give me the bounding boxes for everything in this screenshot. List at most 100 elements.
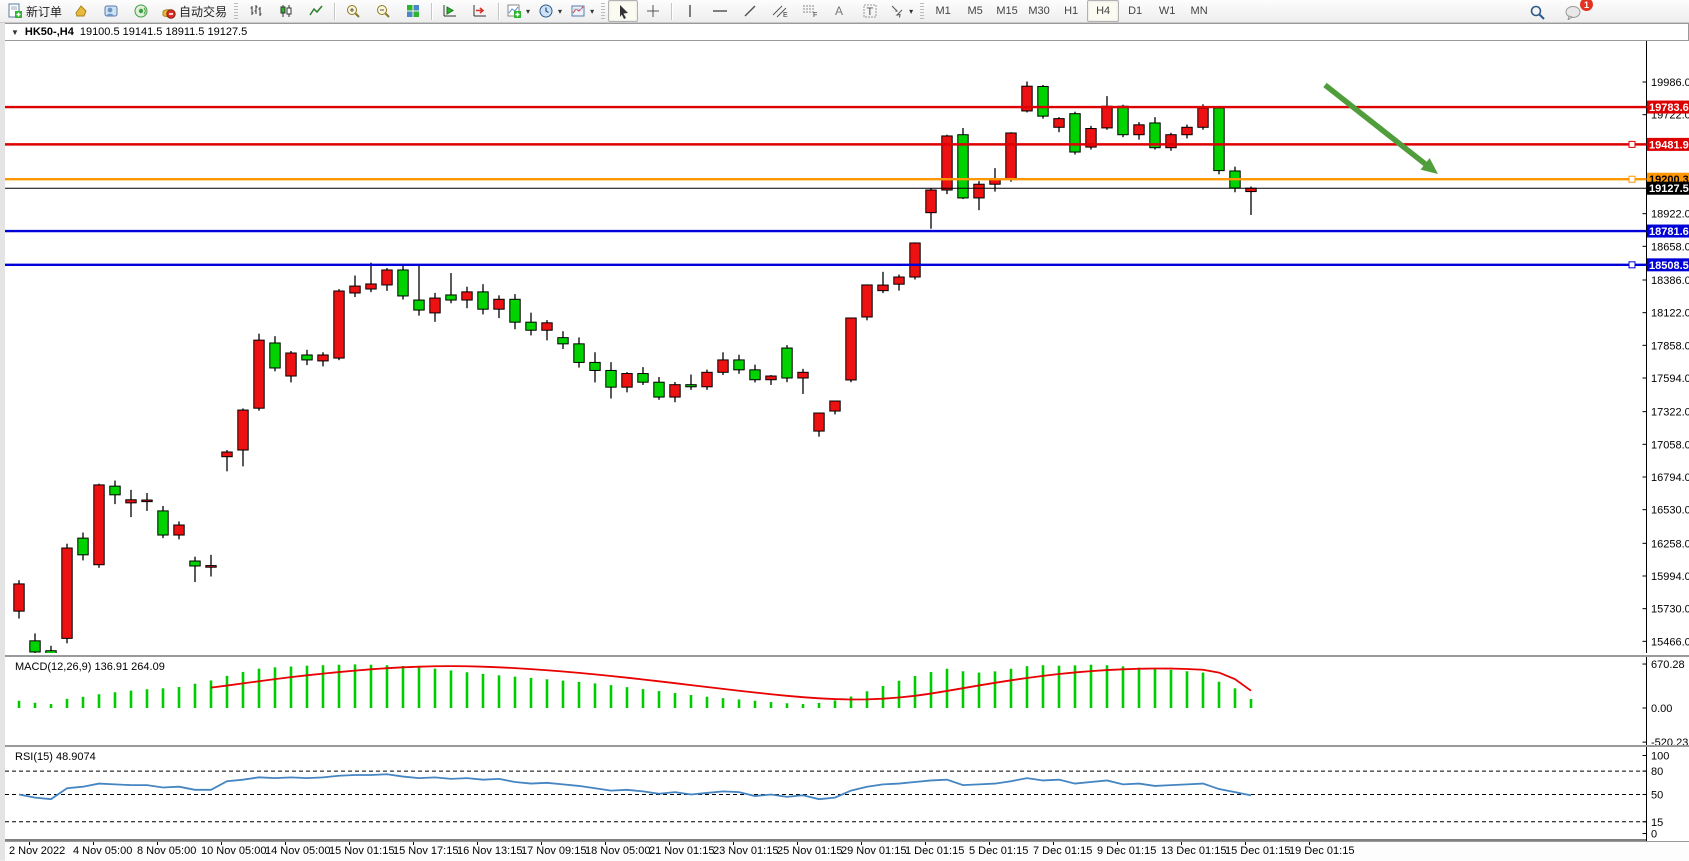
line-chart-button[interactable]	[301, 0, 331, 22]
trendline-tool-button[interactable]	[735, 0, 765, 22]
price-chart-canvas[interactable]: 19986.019722.018922.018658.018386.018122…	[5, 41, 1689, 653]
time-tick	[29, 842, 30, 845]
price-tick-label: 19986.0	[1651, 77, 1689, 89]
chart-ohlc-values: 19100.5 19141.5 18911.5 19127.5	[79, 26, 248, 38]
candlestick-chart-button[interactable]	[271, 0, 301, 22]
candle	[173, 524, 185, 536]
periods-button[interactable]: ▾	[534, 0, 566, 22]
cursor-tool-button[interactable]	[608, 0, 639, 22]
rsi-tick-label: 0	[1651, 829, 1657, 841]
candle	[1181, 126, 1193, 136]
rsi-canvas[interactable]: 100 80 50 150 RSI(15) 48.9074	[5, 747, 1689, 841]
chart-title-bar[interactable]: ▼ HK50-,H4 19100.5 19141.5 18911.5 19127…	[5, 23, 1689, 41]
candle	[333, 290, 345, 359]
templates-button[interactable]: ▾	[566, 0, 598, 22]
candle	[77, 537, 89, 556]
candle	[557, 337, 569, 345]
time-label: 13 Dec 01:15	[1161, 845, 1227, 857]
horizontal-line-icon	[713, 10, 728, 12]
time-tick	[1053, 842, 1054, 845]
macd-tick-label: -520.23	[1651, 737, 1688, 745]
alerts-button[interactable]	[126, 0, 156, 22]
zoom-out-icon	[377, 5, 390, 18]
candle	[221, 451, 233, 458]
horizontal-line-tool-button[interactable]	[705, 0, 735, 22]
candle	[61, 547, 73, 639]
notifications-button[interactable]: 1	[1558, 0, 1593, 23]
timeframe-W1[interactable]: W1	[1158, 5, 1176, 17]
macd-panel[interactable]: 670.28 0.00 -520.23 MACD(12,26,9) 136.91 26…	[5, 655, 1689, 745]
market-watch-button[interactable]	[66, 0, 96, 22]
auto-scroll-button[interactable]	[435, 0, 465, 22]
tile-windows-button[interactable]	[398, 0, 428, 22]
candle	[109, 485, 121, 496]
periods-clock-icon	[539, 4, 553, 18]
rsi-panel[interactable]: 100 80 50 15 0 RSI(15) 48.9074	[5, 745, 1689, 841]
new-order-button[interactable]: 新订单	[3, 0, 66, 22]
time-label: 21 Nov 01:15	[649, 845, 715, 857]
time-label: 1 Dec 01:15	[905, 845, 965, 857]
dropdown-caret-icon: ▾	[558, 6, 563, 16]
chart-shift-button[interactable]	[465, 0, 495, 22]
candle	[125, 499, 137, 504]
timeframe-MN[interactable]: MN	[1190, 5, 1208, 17]
time-tick	[93, 842, 94, 845]
bar-chart-button[interactable]	[241, 0, 271, 22]
annotation-arrow	[1323, 82, 1428, 167]
market-watch-icon	[75, 5, 87, 17]
rsi-tick-label: 100	[1651, 751, 1669, 763]
timeframe-M15[interactable]: M15	[996, 5, 1018, 17]
dropdown-caret-icon: ▾	[590, 6, 595, 16]
timeframe-H1[interactable]: H1	[1064, 5, 1079, 17]
toolbar-grip	[601, 3, 606, 19]
candle	[1005, 132, 1017, 180]
label-tool-button[interactable]: T	[855, 0, 885, 22]
time-label: 2 Nov 2022	[9, 845, 66, 857]
zoom-in-button[interactable]	[338, 0, 368, 22]
toolbar-separator	[334, 2, 336, 20]
candle	[925, 189, 937, 214]
candle	[1117, 105, 1129, 136]
candle	[829, 400, 841, 412]
candle	[845, 317, 857, 381]
price-chart-panel[interactable]: 19986.0 19722.0 18922.0 18658.0 18386.0 18122…	[5, 41, 1689, 653]
candlestick-chart-icon	[280, 5, 292, 17]
text-tool-button[interactable]: A	[825, 0, 855, 22]
time-label: 10 Nov 05:00	[201, 845, 267, 857]
crosshair-icon	[647, 5, 660, 17]
timeframe-M30[interactable]: M30	[1028, 5, 1050, 17]
candle	[461, 291, 473, 301]
crosshair-tool-button[interactable]	[638, 0, 668, 22]
arrows-tool-button[interactable]: ▾	[885, 0, 917, 22]
price-tick-label: 16530.0	[1651, 505, 1689, 517]
zoom-out-button[interactable]	[368, 0, 398, 22]
candle	[317, 354, 329, 362]
timeframe-H4[interactable]: H4	[1087, 0, 1120, 22]
price-badge-value: 18508.5	[1649, 260, 1689, 272]
search-button[interactable]	[1522, 1, 1552, 23]
collapse-arrow-icon[interactable]: ▼	[11, 27, 19, 37]
svg-text:T: T	[867, 6, 874, 18]
time-label: 17 Nov 09:15	[521, 845, 587, 857]
vertical-line-tool-button[interactable]	[675, 0, 705, 22]
fibonacci-icon: F	[803, 5, 817, 19]
candle	[685, 384, 697, 388]
candle	[429, 297, 441, 314]
timeframe-D1[interactable]: D1	[1128, 5, 1143, 17]
time-tick	[413, 842, 414, 845]
auto-trading-button[interactable]: 自动交易	[156, 0, 231, 22]
price-badge-value: 19783.6	[1649, 102, 1689, 114]
auto-trading-label: 自动交易	[179, 4, 228, 19]
timeframe-M1[interactable]: M1	[935, 5, 951, 17]
channel-tool-button[interactable]: E	[765, 0, 795, 22]
candle	[253, 339, 265, 409]
candle	[205, 565, 217, 568]
time-axis[interactable]: 2 Nov 2022 4 Nov 05:00 8 Nov 05:00 10 Nov 0…	[5, 841, 1689, 861]
data-window-button[interactable]	[96, 0, 126, 22]
timeframe-M5[interactable]: M5	[967, 5, 983, 17]
macd-canvas[interactable]: 670.28 0.00 -520.23 MACD(12,26,9) 136.91 26…	[5, 657, 1689, 745]
candle	[605, 369, 617, 388]
fibonacci-tool-button[interactable]: F	[795, 0, 825, 22]
indicators-button[interactable]: ▾	[502, 0, 534, 22]
candle	[1037, 85, 1049, 117]
